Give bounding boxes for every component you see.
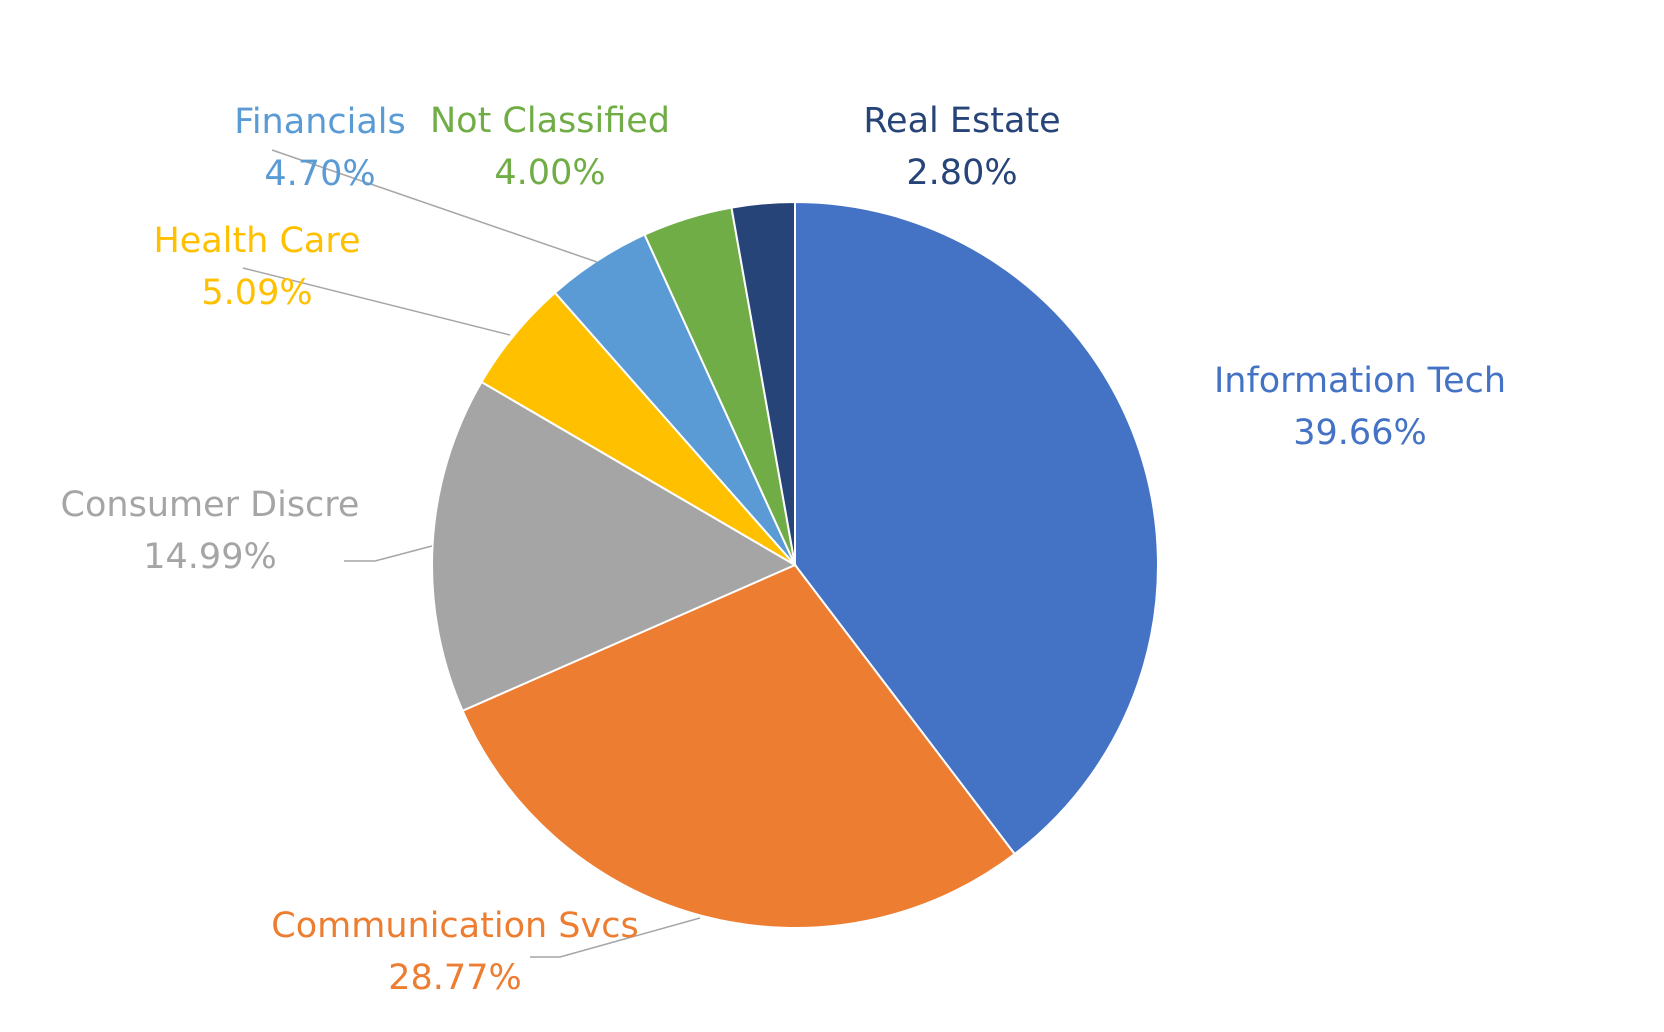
slices: [431, 200, 1159, 929]
leader-lines: [242, 149, 701, 958]
pie-slice-information-tech: [794, 200, 1159, 856]
slice-category-label: Not Classified: [430, 101, 670, 141]
slice-category-label: Real Estate: [863, 101, 1060, 141]
slice-value-label: 39.66%: [1293, 413, 1426, 453]
pie-slice-real-estate: [730, 200, 796, 566]
data-labels: Information Tech 39.66% Communication Svcs…: [61, 101, 1507, 998]
slice-value-label: 14.99%: [143, 537, 276, 577]
pie-slice-communication-svcs: [461, 563, 1017, 929]
slice-value-label: 2.80%: [906, 153, 1017, 193]
slice-category-label: Consumer Discre: [61, 485, 360, 525]
slice-category-label: Health Care: [153, 221, 360, 261]
leader-line: [530, 917, 701, 958]
leader-line: [271, 149, 598, 263]
leader-line: [242, 267, 511, 336]
leader-line: [344, 545, 433, 562]
slice-category-label: Communication Svcs: [271, 906, 638, 946]
pie-slice-consumer-discre: [431, 380, 798, 713]
slice-value-label: 28.77%: [388, 958, 521, 998]
slice-value-label: 4.70%: [264, 154, 375, 194]
slice-value-label: 4.00%: [494, 153, 605, 193]
slice-value-label: 5.09%: [201, 273, 312, 313]
slice-category-label: Information Tech: [1214, 361, 1506, 401]
slice-category-label: Financials: [234, 102, 406, 142]
